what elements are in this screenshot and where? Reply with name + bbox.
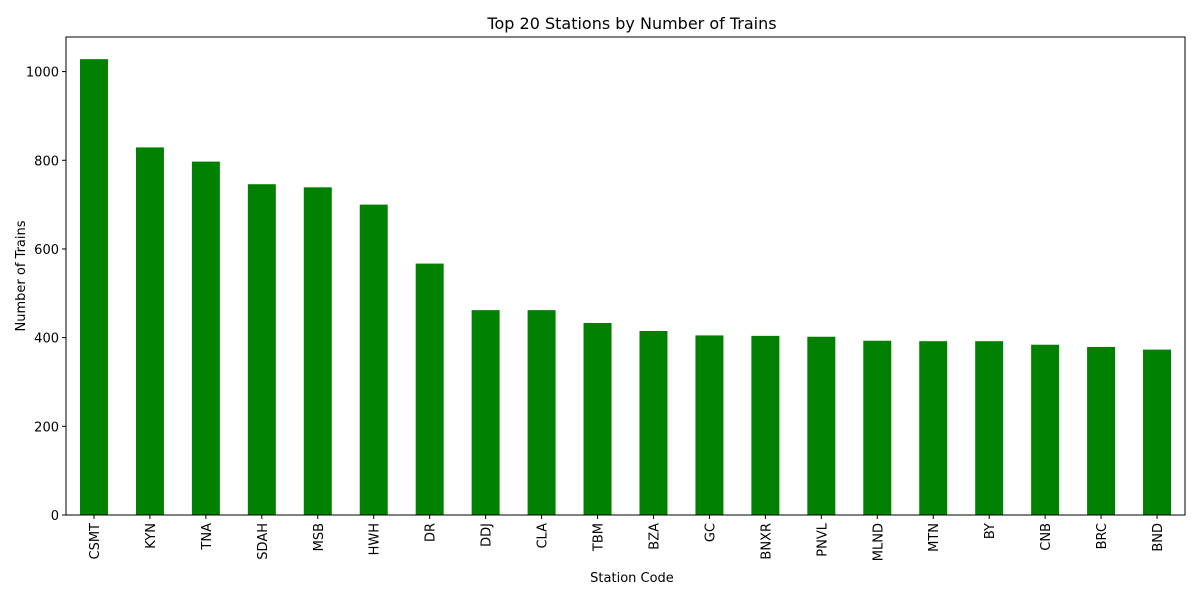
bar-tna — [191, 161, 220, 516]
bar-csmt — [79, 59, 108, 515]
bar-ddj — [471, 310, 500, 515]
x-tick-label: TNA — [200, 523, 215, 551]
bar-mlnd — [863, 340, 892, 515]
x-tick-label: MSB — [312, 523, 327, 551]
bar-tbm — [583, 323, 612, 515]
x-tick-label: HWH — [368, 523, 383, 555]
bar-cnb — [1031, 344, 1060, 515]
x-tick-label: BZA — [647, 523, 662, 550]
x-tick-label: BNXR — [759, 523, 774, 560]
bar-kyn — [135, 147, 164, 515]
bar-hwh — [359, 204, 388, 515]
bar-by — [975, 341, 1004, 515]
bar-mtn — [919, 341, 948, 515]
x-tick-label: MLND — [871, 523, 886, 561]
y-tick-label: 0 — [51, 509, 59, 524]
plot-frame — [65, 36, 1186, 516]
y-axis-label: Number of Trains — [14, 220, 29, 331]
x-tick-label: TBM — [592, 523, 607, 552]
x-tick-label: BND — [1151, 523, 1166, 552]
x-tick-label: CNB — [1039, 523, 1054, 551]
y-axis-ticks: 0 200 400 600 800 1000 — [26, 66, 66, 524]
bars-group — [79, 59, 1172, 516]
bar-msb — [303, 187, 332, 515]
x-tick-label: DDJ — [480, 523, 495, 547]
bar-dr — [415, 263, 444, 515]
bar-gc — [695, 335, 724, 515]
bar-bnd — [1143, 349, 1172, 515]
y-tick-label: 200 — [34, 420, 59, 435]
y-tick-label: 600 — [34, 243, 59, 258]
x-tick-label: GC — [703, 523, 718, 542]
x-axis-label: Station Code — [590, 571, 674, 586]
bar-brc — [1087, 346, 1116, 515]
x-tick-label: DR — [424, 523, 439, 542]
x-tick-label: KYN — [144, 523, 159, 549]
bar-pnvl — [807, 336, 836, 515]
x-axis-ticks: CSMT KYN TNA SDAH MSB HWH DR DDJ CLA TBM BZA GC BNXR… — [88, 515, 1166, 561]
bar-bnxr — [751, 335, 780, 515]
bar-sdah — [247, 184, 276, 515]
x-tick-label: SDAH — [256, 523, 271, 560]
x-tick-label: CSMT — [88, 523, 103, 560]
x-tick-label: BY — [983, 523, 998, 539]
y-tick-label: 1000 — [26, 66, 59, 81]
y-tick-label: 400 — [34, 332, 59, 347]
x-tick-label: BRC — [1095, 523, 1110, 549]
x-tick-label: PNVL — [815, 522, 830, 556]
y-tick-label: 800 — [34, 154, 59, 169]
bar-cla — [527, 310, 556, 515]
x-tick-label: CLA — [536, 523, 551, 549]
chart-title: Top 20 Stations by Number of Trains — [486, 14, 776, 33]
bar-bza — [639, 330, 668, 515]
x-tick-label: MTN — [927, 523, 942, 552]
